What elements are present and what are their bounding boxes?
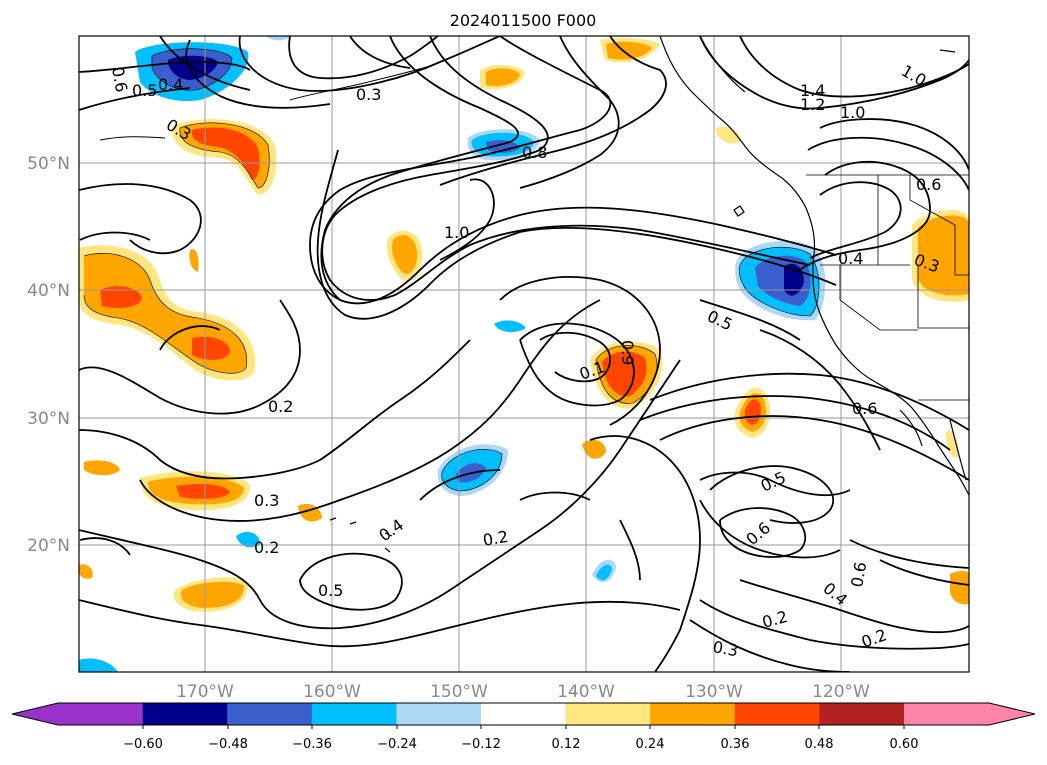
contour-label: 0.5 xyxy=(132,81,157,100)
map-frame xyxy=(78,35,970,673)
lon-label-170w: 170°W xyxy=(176,682,234,702)
positive-anomaly-region xyxy=(716,126,741,144)
anomaly-shading xyxy=(79,36,969,672)
colorbar-tick-label: 0.12 xyxy=(552,737,581,752)
contour-label: 0.8 xyxy=(522,143,547,162)
contour-label: 0.6 xyxy=(852,399,877,418)
contour-label: 0.4 xyxy=(158,75,183,94)
state-borders xyxy=(806,174,969,401)
negative-anomaly-region xyxy=(486,140,520,153)
map-title: 2024011500 F000 xyxy=(450,11,597,30)
negative-anomaly-region xyxy=(596,564,612,581)
contour-label: 0.2 xyxy=(481,527,509,550)
colorbar: −0.60 −0.48 −0.36 −0.24 −0.12 0.12 0.24 … xyxy=(11,702,1036,752)
colorbar-tick-label: 0.60 xyxy=(890,737,919,752)
colorbar-tick-label: 0.36 xyxy=(721,737,750,752)
colorbar-swatch xyxy=(396,703,482,725)
lon-label-120w: 120°W xyxy=(812,682,870,702)
positive-anomaly-region xyxy=(192,336,230,360)
colorbar-swatch xyxy=(819,703,905,725)
positive-anomaly-region xyxy=(946,431,959,458)
colorbar-tick-label: −0.24 xyxy=(377,737,417,752)
colorbar-swatch xyxy=(12,703,143,725)
positive-anomaly-region xyxy=(189,249,199,272)
contour-label: 1.0 xyxy=(840,103,865,122)
colorbar-swatch xyxy=(311,703,397,725)
negative-anomaly-region xyxy=(79,658,118,672)
positive-anomaly-region xyxy=(392,235,418,274)
negative-anomaly-region xyxy=(494,320,526,333)
contour-label: 0.3 xyxy=(254,491,279,510)
negative-anomaly-region xyxy=(266,36,290,41)
contour-lines xyxy=(79,36,969,672)
contour-label: 0.3 xyxy=(356,85,381,104)
colorbar-outline xyxy=(11,702,1036,726)
negative-anomaly-region xyxy=(236,531,260,548)
positive-anomaly-region xyxy=(191,127,260,180)
colorbar-tick-label: −0.12 xyxy=(461,737,501,752)
lat-label-30n: 30°N xyxy=(27,409,70,429)
latitude-axis: 50°N 40°N 30°N 20°N xyxy=(27,154,70,556)
positive-anomaly-region xyxy=(100,286,142,308)
colorbar-ticks xyxy=(142,725,905,729)
colorbar-swatch xyxy=(734,703,820,725)
colorbar-swatch xyxy=(650,703,736,725)
colorbar-tick-label: −0.60 xyxy=(123,737,163,752)
graticule xyxy=(79,36,969,672)
contour-label: 1.0 xyxy=(444,223,469,242)
contour-label: 0.3 xyxy=(711,637,739,660)
positive-anomaly-region xyxy=(582,439,606,459)
colorbar-tick-label: 0.24 xyxy=(636,737,665,752)
positive-anomaly-region xyxy=(84,460,120,476)
colorbar-tick-label: −0.48 xyxy=(208,737,248,752)
contour-label: 1.4 xyxy=(800,81,825,100)
positive-anomaly-region xyxy=(744,399,761,425)
colorbar-tick-label: −0.36 xyxy=(292,737,332,752)
positive-anomaly-region xyxy=(602,351,647,397)
colorbar-swatch xyxy=(142,703,228,725)
colorbar-swatch xyxy=(227,703,313,725)
positive-anomaly-region xyxy=(79,564,93,579)
positive-anomaly-region xyxy=(176,484,230,499)
lat-label-50n: 50°N xyxy=(27,154,70,174)
positive-anomaly-region xyxy=(180,581,244,608)
lon-label-160w: 160°W xyxy=(303,682,361,702)
map-area: 0.6 0.5 0.4 0.3 0.3 1.4 1.2 1.0 1.0 0.8 … xyxy=(79,36,969,672)
contour-label: 0.6 xyxy=(847,560,870,588)
positive-anomaly-region xyxy=(950,571,969,605)
lat-label-40n: 40°N xyxy=(27,281,70,301)
colorbar-swatch xyxy=(565,703,651,725)
contour-label: 0.6 xyxy=(916,175,941,194)
lon-label-150w: 150°W xyxy=(430,682,488,702)
lon-label-130w: 130°W xyxy=(685,682,743,702)
contour-label: 0.2 xyxy=(268,397,293,416)
lat-label-20n: 20°N xyxy=(27,536,70,556)
positive-anomaly-region xyxy=(918,215,969,296)
colorbar-swatch xyxy=(481,703,567,725)
contour-label: 0.2 xyxy=(254,538,279,557)
lon-label-140w: 140°W xyxy=(557,682,615,702)
colorbar-tick-label: 0.48 xyxy=(805,737,834,752)
contour-label: 0.5 xyxy=(318,581,343,600)
colorbar-swatches xyxy=(12,703,1035,725)
contour-label: 0.4 xyxy=(838,249,863,268)
contour-label: 0.9 xyxy=(618,340,637,365)
positive-anomaly-region xyxy=(486,68,520,86)
colorbar-swatch xyxy=(904,703,1035,725)
contour-label: 0.6 xyxy=(108,65,131,93)
contour-label: 1.2 xyxy=(800,95,825,114)
longitude-axis: 170°W 160°W 150°W 140°W 130°W 120°W xyxy=(176,682,870,702)
